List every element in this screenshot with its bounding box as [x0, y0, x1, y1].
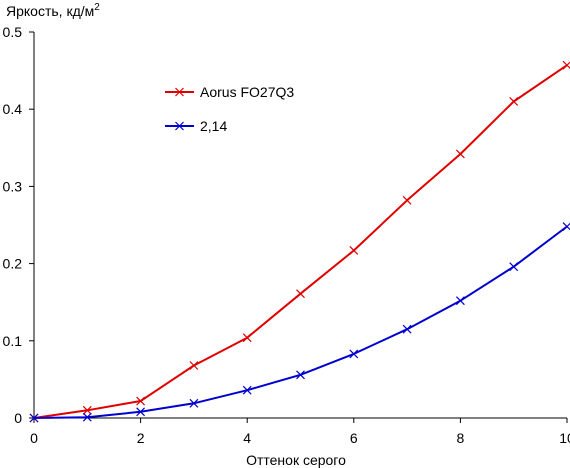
series-line	[33, 64, 568, 419]
legend-label: 2,14	[200, 118, 227, 134]
y-axis-title-superscript: 2	[94, 2, 100, 13]
y-tick-label: 0.3	[3, 178, 23, 194]
data-point-marker	[455, 296, 465, 306]
legend-marker	[175, 87, 184, 97]
data-point-marker	[296, 289, 305, 299]
x-tick-label: 8	[457, 430, 465, 446]
series-line	[33, 225, 568, 419]
y-axis-title-main: Яркость, кд/м	[6, 3, 94, 19]
x-tick-label: 4	[243, 430, 251, 446]
y-ticks: 0 0.1 0.2 0.3 0.4 0.5	[3, 24, 34, 426]
data-point-marker	[242, 333, 252, 343]
data-point-marker	[402, 195, 412, 205]
series-group	[29, 60, 570, 423]
x-tick-label: 6	[350, 430, 358, 446]
data-point-marker	[136, 396, 146, 406]
y-tick-label: 0	[14, 410, 22, 426]
data-point-marker	[82, 405, 92, 415]
data-point-marker	[189, 398, 199, 408]
series-1	[29, 60, 570, 423]
data-point-marker	[402, 324, 412, 334]
data-point-marker	[349, 349, 359, 359]
data-point-marker	[455, 149, 465, 159]
x-tick-label: 0	[30, 430, 38, 446]
x-axis-title: Оттенок серого	[246, 452, 346, 468]
data-point-marker	[562, 222, 570, 231]
data-point-marker	[296, 370, 305, 380]
data-point-marker	[29, 413, 39, 423]
data-point-marker	[242, 385, 252, 395]
legend-item-1: Aorus FO27Q3	[165, 84, 294, 100]
y-tick-label: 0.4	[3, 101, 23, 117]
y-tick-label: 0.2	[3, 256, 23, 272]
data-point-marker	[136, 407, 146, 417]
data-point-marker	[509, 262, 519, 272]
x-ticks: 0 2 4 6 8 10	[30, 418, 570, 446]
y-axis-title: Яркость, кд/м2	[6, 2, 100, 19]
data-point-marker	[349, 246, 359, 255]
series-2	[29, 222, 570, 423]
x-tick-label: 10	[559, 430, 570, 446]
axes	[33, 32, 567, 419]
data-point-marker	[562, 60, 570, 70]
legend: Aorus FO27Q3 2,14	[165, 84, 294, 134]
data-point-marker	[82, 412, 92, 422]
legend-label: Aorus FO27Q3	[200, 84, 294, 100]
y-tick-label: 0.5	[3, 24, 23, 40]
x-tick-label: 2	[137, 430, 145, 446]
data-point-marker	[189, 361, 199, 370]
legend-item-2: 2,14	[165, 118, 227, 134]
data-point-marker	[509, 97, 519, 106]
y-tick-label: 0.1	[3, 333, 23, 349]
legend-marker	[175, 121, 184, 131]
